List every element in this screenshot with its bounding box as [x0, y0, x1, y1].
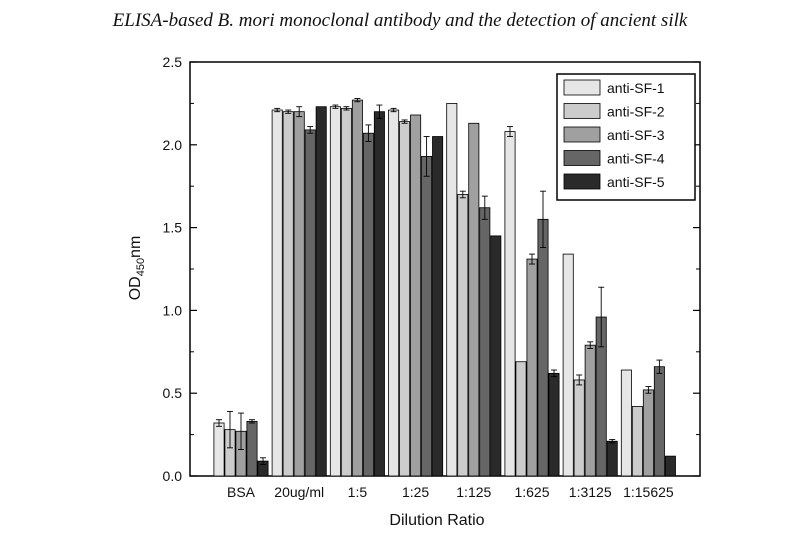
x-tick-label: 1:25: [402, 484, 429, 500]
bar-anti-SF-5-7: [664, 455, 676, 477]
bar-anti-SF-3-3: [410, 114, 422, 477]
legend-swatch-anti-SF-5: [563, 173, 601, 190]
bar-anti-SF-4-3: [421, 155, 433, 477]
legend-label-anti-SF-4: anti-SF-4: [607, 151, 665, 167]
bar-anti-SF-1-4: [446, 103, 458, 477]
y-tick-label: 1.0: [163, 302, 183, 318]
bar-anti-SF-1-1: [271, 109, 283, 477]
x-tick-label: 1:3125: [569, 484, 612, 500]
y-tick-label: 2.5: [163, 54, 183, 70]
bar-anti-SF-4-0: [246, 420, 258, 477]
bar-anti-SF-4-1: [304, 129, 316, 477]
bar-anti-SF-2-5: [515, 361, 527, 477]
x-tick-label: 1:15625: [623, 484, 674, 500]
bar-anti-SF-2-6: [573, 379, 585, 477]
x-axis-title: Dilution Ratio: [389, 512, 484, 529]
bar-anti-SF-5-2: [373, 111, 385, 477]
y-tick-label: 1.5: [163, 220, 183, 236]
x-tick-label: 1:625: [514, 484, 549, 500]
x-axis: BSA 20ug/ml 1:5 1:25 1:125 1:625 1:3125 1:15625: [227, 484, 674, 500]
legend-swatch-anti-SF-4: [563, 150, 601, 166]
y-axis-title-unit: nm: [127, 236, 144, 258]
y-tick-label: 2.0: [163, 137, 183, 153]
bar-anti-SF-3-7: [642, 389, 654, 477]
legend-label-anti-SF-2: anti-SF-2: [607, 104, 665, 120]
bar-anti-SF-1-5: [504, 131, 516, 477]
y-axis-title-main: OD: [127, 276, 144, 300]
legend-label-anti-SF-5: anti-SF-5: [607, 174, 665, 190]
bar-anti-SF-2-4: [457, 194, 469, 477]
x-tick-label: 20ug/ml: [274, 484, 324, 500]
bar-anti-SF-4-4: [479, 207, 491, 477]
bar-anti-SF-3-2: [351, 99, 363, 477]
bar-anti-SF-1-6: [562, 253, 574, 477]
bar-anti-SF-3-6: [584, 344, 596, 477]
legend-label-anti-SF-1: anti-SF-1: [607, 80, 665, 96]
legend: anti-SF-1 anti-SF-2 anti-SF-3 anti-SF-4 anti…: [556, 73, 696, 201]
bar-anti-SF-2-1: [282, 111, 294, 477]
bar-anti-SF-5-1: [315, 106, 327, 477]
bar-anti-SF-1-2: [329, 106, 341, 477]
bar-anti-SF-5-3: [432, 136, 444, 477]
bar-anti-SF-5-5: [548, 372, 560, 477]
bar-anti-SF-3-5: [526, 258, 538, 477]
bar-anti-SF-1-3: [388, 109, 400, 477]
y-axis-title: OD450nm: [127, 236, 147, 301]
bar-anti-SF-5-6: [606, 440, 618, 477]
page-header-title: ELISA-based B. mori monoclonal antibody …: [112, 10, 688, 31]
bar-anti-SF-3-1: [293, 111, 305, 477]
bars-layer: [213, 97, 676, 477]
x-tick-label: 1:125: [456, 484, 491, 500]
x-tick-label: 1:5: [348, 484, 368, 500]
y-tick-label: 0.5: [163, 385, 183, 401]
legend-label-anti-SF-3: anti-SF-3: [607, 127, 665, 143]
x-tick-label: BSA: [227, 484, 256, 500]
y-tick-label: 0.0: [163, 468, 183, 484]
bar-anti-SF-3-4: [468, 122, 480, 477]
y-axis: 0.0 0.5 1.0 1.5 2.0 2.5: [163, 54, 700, 484]
bar-anti-SF-2-2: [340, 107, 352, 477]
legend-swatch-anti-SF-1: [563, 79, 601, 96]
bar-anti-SF-4-2: [362, 132, 374, 477]
bar-anti-SF-2-7: [631, 406, 643, 477]
legend-swatch-anti-SF-3: [563, 126, 601, 143]
bar-anti-SF-4-5: [537, 218, 549, 477]
legend-swatch-anti-SF-2: [563, 103, 601, 119]
bar-anti-SF-1-7: [620, 369, 632, 477]
bar-anti-SF-1-0: [213, 422, 225, 477]
bar-anti-SF-2-3: [399, 121, 411, 477]
y-axis-title-subscript: 450: [135, 258, 147, 276]
bar-anti-SF-4-7: [653, 366, 665, 477]
bar-anti-SF-5-4: [490, 235, 502, 477]
